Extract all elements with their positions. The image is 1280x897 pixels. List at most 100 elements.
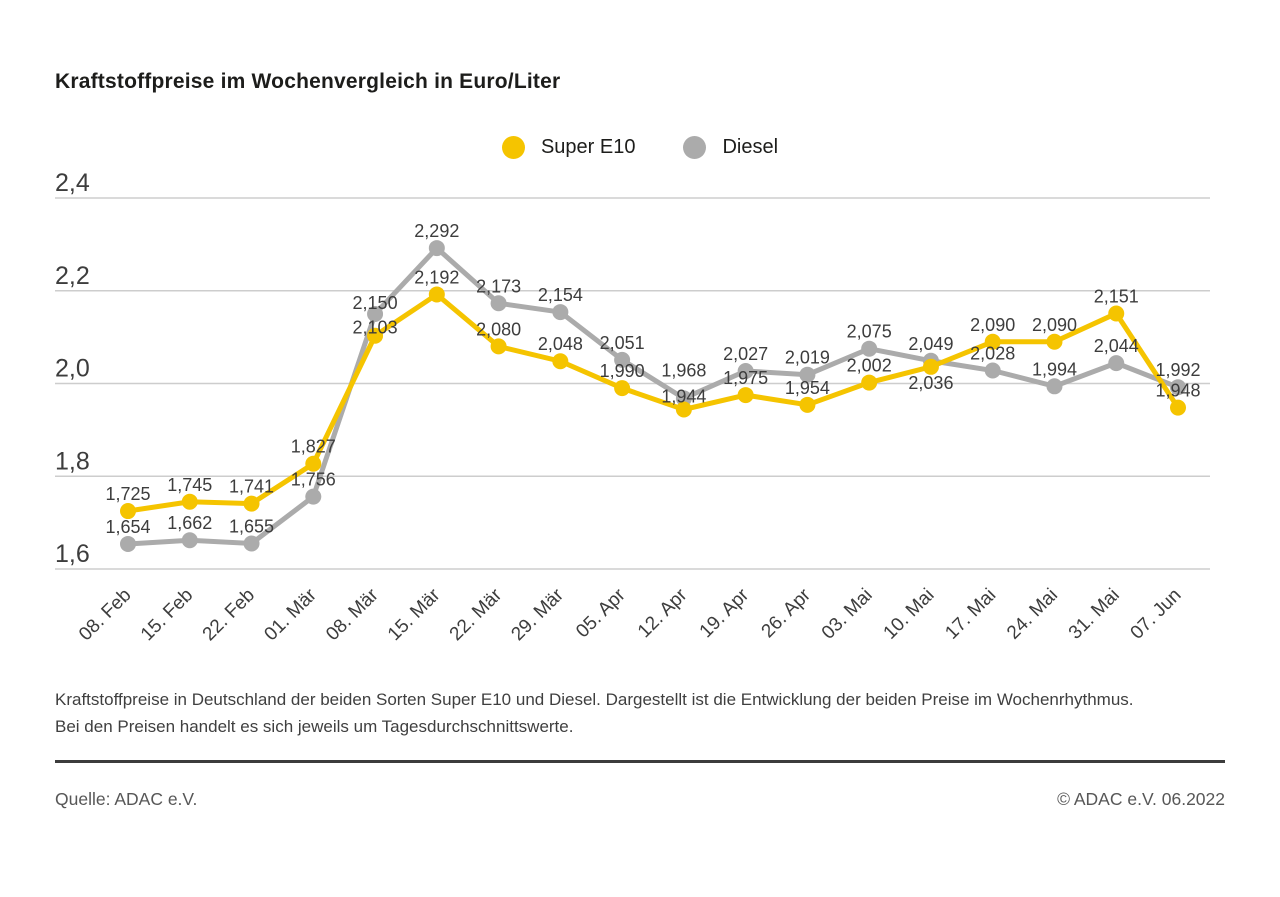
- data-point-super-e10: [243, 495, 260, 512]
- data-label-super-e10: 1,954: [785, 378, 830, 398]
- data-label-diesel: 1,994: [1032, 359, 1077, 379]
- data-label-super-e10: 1,745: [167, 475, 212, 495]
- data-label-super-e10: 2,090: [970, 315, 1015, 335]
- data-point-diesel: [737, 362, 754, 379]
- legend-dot-super-e10-icon: [501, 136, 525, 159]
- data-label-diesel: 1,992: [1155, 360, 1200, 380]
- data-point-diesel: [243, 535, 260, 552]
- x-axis-tick-label: 10. Mai: [880, 585, 939, 644]
- data-point-diesel: [367, 305, 384, 322]
- source-text: Quelle: ADAC e.V.: [55, 789, 198, 809]
- data-label-super-e10: 2,080: [476, 319, 521, 339]
- x-axis-tick-label: 12. Apr: [634, 584, 692, 642]
- data-label-diesel: 2,028: [970, 344, 1015, 364]
- data-label-diesel: 1,655: [229, 516, 274, 536]
- x-axis-tick-label: 05. Apr: [572, 584, 630, 642]
- data-label-super-e10: 2,090: [1032, 315, 1077, 335]
- data-point-super-e10: [1108, 305, 1125, 322]
- data-point-super-e10: [1170, 399, 1187, 416]
- data-label-diesel: 1,968: [661, 360, 706, 380]
- x-axis-tick-label: 08. Feb: [75, 585, 135, 645]
- x-axis-tick-label: 03. Mai: [818, 585, 877, 644]
- data-point-super-e10: [552, 353, 569, 370]
- data-point-super-e10: [305, 455, 322, 472]
- data-point-diesel: [181, 532, 198, 549]
- data-point-super-e10: [614, 380, 631, 397]
- data-point-super-e10: [675, 401, 692, 418]
- legend-label-diesel: Diesel: [722, 136, 779, 158]
- x-axis-tick-label: 07. Jun: [1127, 585, 1186, 644]
- data-label-super-e10: 1,827: [291, 437, 336, 457]
- data-label-diesel: 2,049: [908, 334, 953, 354]
- data-point-diesel: [1046, 378, 1063, 395]
- data-point-super-e10: [1046, 333, 1063, 350]
- data-label-diesel: 2,051: [600, 333, 645, 353]
- x-axis-tick-label: 24. Mai: [1003, 585, 1062, 644]
- data-label-diesel: 2,150: [353, 293, 398, 313]
- data-label-diesel: 1,756: [291, 470, 336, 490]
- data-point-super-e10: [861, 374, 878, 391]
- data-label-super-e10: 2,036: [908, 373, 953, 393]
- x-axis-tick-label: 22. Mär: [446, 584, 507, 645]
- chart-description: Kraftstoffpreise in Deutschland der beid…: [55, 690, 1134, 736]
- data-label-super-e10: 1,944: [661, 386, 706, 406]
- y-axis-tick-label: 2,4: [55, 169, 90, 197]
- x-axis-tick-label: 19. Apr: [696, 584, 754, 642]
- line-diesel: [127, 244, 1179, 547]
- data-label-super-e10: 1,975: [723, 368, 768, 388]
- fuel-price-line-chart: 2,4 2,2 2,0 1,8 1,6 08. Feb 15. Feb 22. Feb 01. …: [55, 169, 1210, 645]
- x-axis-tick-label: 08. Mär: [322, 584, 383, 645]
- data-point-diesel: [120, 535, 136, 552]
- data-point-diesel: [614, 351, 631, 368]
- footer-divider: [55, 760, 1225, 763]
- data-point-diesel: [428, 240, 445, 257]
- data-point-diesel: [490, 295, 507, 312]
- data-label-diesel: 2,044: [1094, 336, 1139, 356]
- data-point-diesel: [1108, 355, 1125, 372]
- data-label-super-e10: 1,741: [229, 477, 274, 497]
- data-label-super-e10: 2,192: [414, 267, 459, 287]
- data-point-super-e10: [428, 286, 445, 303]
- data-point-diesel: [984, 362, 1001, 379]
- data-label-diesel: 2,075: [847, 322, 892, 342]
- data-point-diesel: [861, 340, 878, 357]
- data-point-diesel: [1170, 379, 1187, 396]
- data-label-super-e10: 2,002: [847, 356, 892, 376]
- data-label-diesel: 2,019: [785, 348, 830, 368]
- data-point-diesel: [305, 488, 322, 505]
- x-axis-tick-label: 26. Apr: [758, 584, 816, 642]
- data-label-diesel: 2,027: [723, 344, 768, 364]
- x-axis-tick-label: 15. Mär: [384, 584, 445, 645]
- legend-item-super-e10: Super E10: [501, 136, 636, 159]
- data-label-super-e10: 1,990: [600, 361, 645, 381]
- data-label-super-e10: 1,948: [1155, 381, 1200, 401]
- x-axis-tick-label: 15. Feb: [137, 585, 197, 645]
- x-axis-tick-label: 31. Mai: [1065, 585, 1124, 644]
- data-point-diesel: [675, 390, 692, 407]
- data-label-super-e10: 2,048: [538, 334, 583, 354]
- data-point-super-e10: [984, 333, 1001, 350]
- data-label-super-e10: 2,103: [353, 318, 398, 338]
- y-axis-tick-label: 2,0: [55, 355, 90, 383]
- data-label-diesel: 2,292: [414, 221, 459, 241]
- data-point-super-e10: [367, 327, 384, 344]
- footer: Quelle: ADAC e.V. © ADAC e.V. 06.2022: [55, 789, 1225, 810]
- copyright-text: © ADAC e.V. 06.2022: [1057, 789, 1225, 809]
- legend-label-super-e10: Super E10: [540, 136, 636, 158]
- line-super-e10: [127, 291, 1181, 514]
- x-axis-tick-label: 17. Mai: [941, 585, 1000, 644]
- data-point-super-e10: [490, 338, 507, 355]
- legend-item-diesel: Diesel: [683, 136, 778, 159]
- data-label-diesel: 1,662: [167, 513, 212, 533]
- data-label-diesel: 1,654: [105, 517, 150, 537]
- data-point-super-e10: [922, 358, 939, 375]
- data-point-super-e10: [737, 387, 754, 404]
- data-point-super-e10: [799, 396, 816, 413]
- data-label-diesel: 2,154: [538, 285, 583, 305]
- data-point-diesel: [552, 304, 569, 321]
- data-point-super-e10: [120, 503, 136, 520]
- y-axis-tick-label: 1,6: [55, 540, 90, 568]
- legend-dot-diesel-icon: [683, 136, 707, 159]
- data-point-super-e10: [181, 493, 198, 510]
